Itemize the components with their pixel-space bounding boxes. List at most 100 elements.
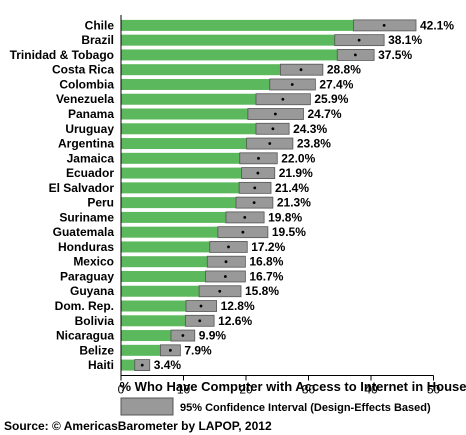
category-label-chile: Chile [85,18,115,32]
x-tick-label-10: 10 [177,382,191,396]
value-label-paraguay: 16.7% [249,269,283,283]
category-label-guyana: Guyana [70,284,114,298]
bar-colombia [121,78,293,90]
bar-bolivia [121,315,200,327]
bar-ecuador [121,167,258,179]
bar-peru [121,197,255,209]
point-estimate-chile [382,23,386,27]
value-label-guyana: 15.8% [245,284,279,298]
value-label-brazil: 38.1% [388,33,422,47]
category-label-bolivia: Bolivia [75,314,115,328]
category-label-dom-rep: Dom. Rep. [55,299,114,313]
category-label-belize: Belize [79,343,114,357]
x-tick-label-30: 30 [302,382,316,396]
category-label-panama: Panama [68,107,114,121]
bar-honduras [121,241,229,253]
point-estimate-jamaica [257,156,260,160]
value-label-nicaragua: 9.9% [199,329,227,343]
value-label-peru: 21.3% [277,196,311,210]
category-label-nicaragua: Nicaragua [56,329,114,343]
bar-venezuela [121,93,283,105]
category-label-honduras: Honduras [58,240,114,254]
bar-jamaica [121,152,259,164]
bar-argentina [121,138,270,150]
category-label-brazil: Brazil [81,33,114,47]
category-label-ecuador: Ecuador [66,166,114,180]
value-label-haiti: 3.4% [154,358,182,372]
point-estimate-suriname [243,215,247,219]
value-label-argentina: 23.8% [297,137,331,151]
point-estimate-costa-rica [299,68,303,72]
x-axis: 0 10 20 30 40 50 [118,15,441,396]
bar-panama [121,108,276,120]
category-label-uruguay: Uruguay [65,122,114,136]
category-label-peru: Peru [87,196,114,210]
bar-trinidad-tobago [121,49,356,61]
value-label-costa-rica: 28.8% [327,63,361,77]
point-estimate-uruguay [271,127,275,131]
point-estimate-bolivia [198,319,202,323]
value-label-guatemala: 19.5% [272,225,306,239]
value-label-chile: 42.1% [420,18,454,32]
value-label-el-salvador: 21.4% [275,181,309,195]
x-tick-label-20: 20 [239,382,253,396]
x-tick-label-50: 50 [427,382,441,396]
value-label-belize: 7.9% [184,343,212,357]
point-estimate-argentina [268,142,272,145]
bar-haiti [121,359,143,371]
value-label-suriname: 19.8% [268,210,302,224]
legend-ci-swatch [120,397,174,416]
category-label-haiti: Haiti [88,358,114,372]
point-estimate-guyana [218,289,222,293]
bar-uruguay [121,123,273,135]
point-estimate-panama [273,112,277,116]
point-estimate-colombia [290,83,294,86]
category-label-paraguay: Paraguay [60,269,114,283]
value-label-mexico: 16.8% [249,255,283,269]
category-label-argentina: Argentina [58,137,114,151]
bar-chile [121,19,385,31]
source-note: Source: © AmericasBarometer by LAPOP, 20… [4,419,272,433]
x-tick-label-0: 0 [118,382,125,396]
point-estimate-peru [252,201,256,205]
category-label-el-salvador: El Salvador [49,181,115,195]
value-label-jamaica: 22.0% [281,151,315,165]
value-label-colombia: 27.4% [319,77,353,91]
point-estimate-nicaragua [181,334,185,337]
bar-el-salvador [121,182,255,194]
point-estimate-haiti [140,363,144,367]
point-estimate-paraguay [223,275,227,278]
point-estimate-el-salvador [253,186,257,190]
bar-dom-rep [121,300,201,312]
point-estimate-brazil [357,38,361,42]
point-estimate-honduras [227,245,230,249]
category-label-jamaica: Jamaica [67,151,115,165]
bar-guyana [121,285,220,297]
bar-paraguay [121,270,226,282]
labels-layer: Chile 42.1% Brazil 38.1% Trinidad & Tobago 37… [10,18,455,372]
point-estimate-venezuela [281,97,285,101]
category-label-costa-rica: Costa Rica [52,63,114,77]
point-estimate-belize [168,348,172,352]
category-label-suriname: Suriname [59,210,114,224]
value-label-bolivia: 12.6% [218,314,252,328]
value-label-ecuador: 21.9% [279,166,313,180]
category-label-venezuela: Venezuela [56,92,114,106]
value-label-panama: 24.7% [308,107,342,121]
bar-belize [121,344,171,356]
value-label-uruguay: 24.3% [293,122,327,136]
point-estimate-guatemala [241,230,245,234]
category-label-trinidad-tobago: Trinidad & Tobago [10,48,114,62]
bars-layer [121,19,417,371]
bar-guatemala [121,226,243,238]
value-label-trinidad-tobago: 37.5% [378,48,412,62]
point-estimate-mexico [224,260,228,264]
value-label-honduras: 17.2% [251,240,285,254]
category-label-colombia: Colombia [59,77,114,91]
value-label-dom-rep: 12.8% [221,299,255,313]
point-estimate-trinidad-tobago [353,53,357,57]
legend-ci-label: 95% Confidence Interval (Design-Effects … [180,402,431,414]
category-label-guatemala: Guatemala [53,225,115,239]
x-tick-label-40: 40 [364,382,378,396]
